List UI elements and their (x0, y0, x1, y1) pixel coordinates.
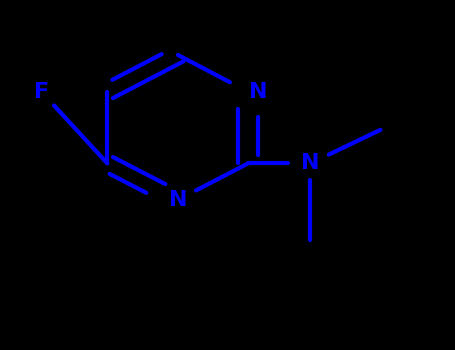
Text: N: N (249, 82, 267, 102)
Text: N: N (169, 190, 187, 210)
Text: F: F (34, 82, 49, 102)
Text: N: N (301, 153, 319, 174)
